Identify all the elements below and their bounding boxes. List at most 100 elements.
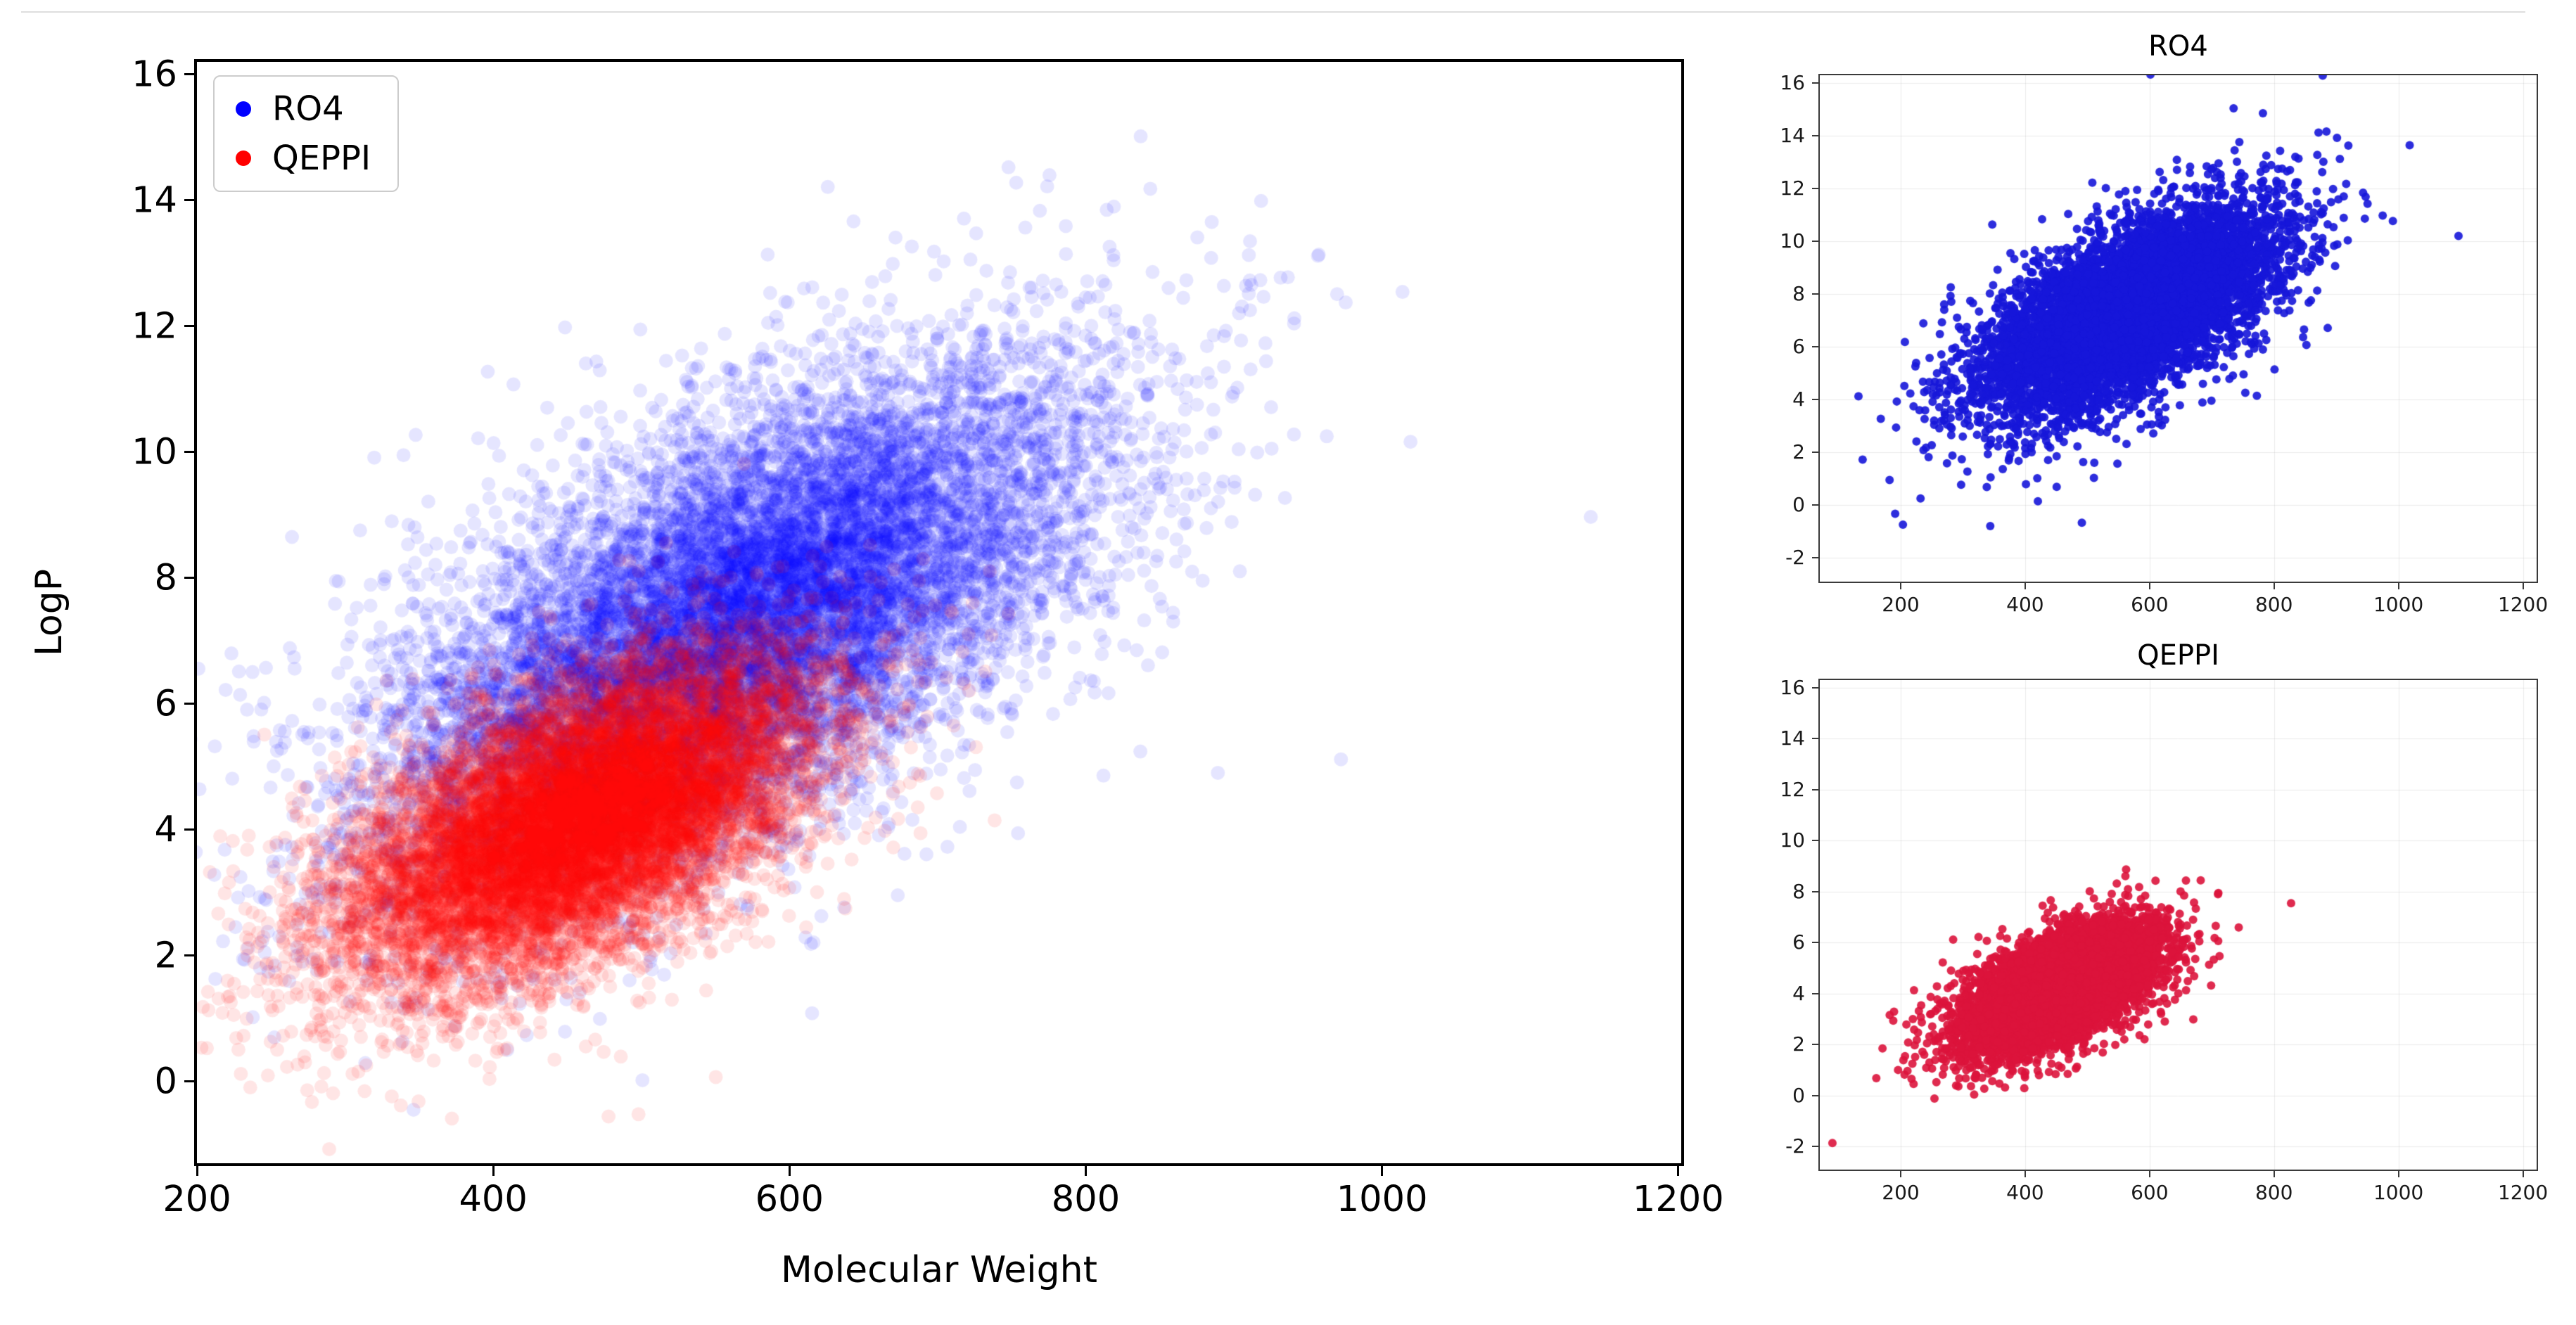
y-tick-label: 0	[1792, 1083, 1805, 1107]
x-tick-mark	[1899, 582, 1901, 589]
x-tick-label: 1000	[2373, 1181, 2424, 1204]
y-tick-label: 14	[132, 179, 177, 222]
y-tick-label: 16	[1780, 71, 1805, 95]
subplot-qeppi-title: QEPPI	[2137, 639, 2219, 672]
y-tick-mark	[184, 828, 197, 831]
x-tick-label: 800	[2255, 593, 2293, 616]
y-tick-label: 6	[154, 683, 177, 725]
main-scatter-canvas	[197, 62, 1681, 1163]
legend-item-qeppi: QEPPI	[236, 141, 371, 175]
subplot-qeppi-axes: 200 400 600 800 1000 1200 -2 0 2 4 6 8 10 12 14 16	[1780, 677, 2548, 1202]
y-tick-label: 10	[132, 431, 177, 473]
x-tick-mark	[2024, 1170, 2026, 1177]
x-tick-mark	[2148, 582, 2150, 589]
y-tick-label: 12	[1780, 177, 1805, 200]
legend-label-ro4: RO4	[272, 89, 344, 129]
y-tick-mark	[1812, 890, 1820, 892]
y-tick-mark	[1812, 293, 1820, 295]
y-tick-label: 2	[1792, 1032, 1805, 1056]
x-tick-mark	[1381, 1163, 1384, 1176]
y-tick-mark	[184, 1080, 197, 1083]
y-tick-mark	[1812, 241, 1820, 243]
y-tick-label: 12	[132, 305, 177, 347]
y-tick-label: 4	[1792, 981, 1805, 1005]
x-tick-label: 1200	[2497, 1181, 2549, 1204]
x-tick-label: 800	[2255, 1181, 2293, 1204]
subplot-qeppi: QEPPI 200 400 600 800 1000 1200 -2 0 2 4 6 8 10 12 14 1…	[1780, 639, 2548, 1203]
x-tick-label: 200	[1882, 1181, 1920, 1204]
y-tick-mark	[1812, 942, 1820, 944]
y-tick-mark	[184, 703, 197, 705]
x-tick-mark	[2273, 1170, 2275, 1177]
legend: RO4 QEPPI	[213, 75, 400, 192]
x-tick-label: 600	[2131, 1181, 2169, 1204]
y-tick-mark	[184, 577, 197, 580]
y-tick-mark	[184, 954, 197, 957]
y-tick-mark	[1812, 738, 1820, 740]
y-tick-mark	[184, 199, 197, 202]
subplot-ro4-axes: 200 400 600 800 1000 1200 -2 0 2 4 6 8 10 12 14 16	[1780, 73, 2548, 615]
y-tick-mark	[1812, 399, 1820, 401]
y-tick-label: 4	[1792, 388, 1805, 411]
x-tick-mark	[1677, 1163, 1680, 1176]
y-tick-mark	[1812, 504, 1820, 506]
y-tick-mark	[1812, 686, 1820, 689]
x-tick-mark	[788, 1163, 791, 1176]
x-tick-mark	[196, 1163, 198, 1176]
subplot-qeppi-canvas	[1820, 680, 2537, 1170]
y-tick-label: 2	[1792, 440, 1805, 464]
x-tick-label: 800	[1051, 1179, 1121, 1220]
y-tick-label: 12	[1780, 777, 1805, 801]
y-tick-label: 8	[154, 557, 177, 599]
y-tick-label: 8	[1792, 282, 1805, 306]
y-tick-mark	[1812, 135, 1820, 137]
x-tick-label: 1200	[2497, 593, 2549, 616]
y-tick-label: 14	[1780, 124, 1805, 148]
y-tick-mark	[184, 73, 197, 76]
y-tick-mark	[184, 325, 197, 328]
subplot-ro4-canvas	[1820, 75, 2537, 582]
y-tick-mark	[1812, 82, 1820, 84]
y-tick-label: 16	[1780, 675, 1805, 699]
y-tick-mark	[1812, 557, 1820, 559]
legend-item-ro4: RO4	[236, 92, 371, 126]
y-tick-mark	[1812, 840, 1820, 842]
y-tick-mark	[1812, 188, 1820, 190]
x-tick-label: 1000	[2373, 593, 2424, 616]
x-tick-label: 600	[2131, 593, 2169, 616]
x-tick-mark	[2522, 1170, 2524, 1177]
x-tick-mark	[1899, 1170, 1901, 1177]
top-divider	[21, 11, 2525, 13]
y-tick-label: -2	[1785, 546, 1805, 570]
y-tick-label: 8	[1792, 879, 1805, 903]
y-tick-label: 2	[154, 935, 177, 977]
x-tick-mark	[2522, 582, 2524, 589]
y-tick-mark	[1812, 452, 1820, 454]
legend-label-qeppi: QEPPI	[272, 139, 371, 178]
y-tick-label: 10	[1780, 229, 1805, 253]
legend-marker-qeppi	[236, 151, 251, 166]
x-tick-label: 200	[162, 1179, 231, 1220]
y-tick-label: 4	[154, 809, 177, 851]
x-tick-label: 400	[459, 1179, 528, 1220]
y-tick-label: 0	[1792, 493, 1805, 517]
x-tick-label: 600	[755, 1179, 824, 1220]
y-tick-mark	[1812, 1094, 1820, 1096]
main-scatter-plot: RO4 QEPPI 200 400 600 800 1000 1200 0 2 4 6 8 10 12 1…	[28, 56, 1724, 1291]
y-tick-mark	[1812, 788, 1820, 790]
y-tick-mark	[1812, 1044, 1820, 1046]
x-tick-label: 400	[2006, 593, 2044, 616]
y-tick-label: 6	[1792, 930, 1805, 954]
legend-marker-ro4	[236, 101, 251, 117]
x-tick-mark	[492, 1163, 495, 1176]
subplot-ro4: RO4 200 400 600 800 1000 1200 -2 0 2 4 6 8 10 12 14 16	[1780, 30, 2548, 615]
x-tick-mark	[2024, 582, 2026, 589]
x-tick-label: 200	[1882, 593, 1920, 616]
y-tick-mark	[184, 451, 197, 454]
subplot-ro4-title: RO4	[2148, 30, 2208, 63]
x-tick-mark	[2397, 582, 2399, 589]
y-tick-mark	[1812, 1146, 1820, 1148]
y-axis-label: LogP	[28, 568, 70, 657]
y-tick-mark	[1812, 992, 1820, 994]
